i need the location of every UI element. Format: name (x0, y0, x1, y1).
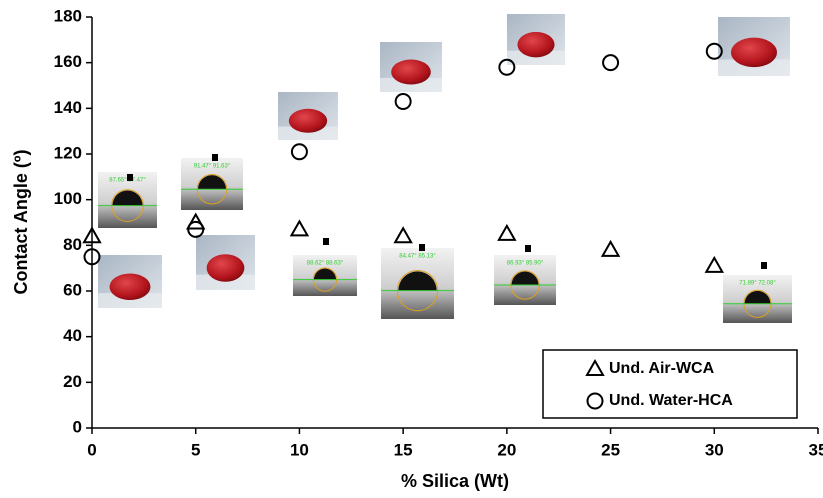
chart: 87.65° 97.47°91.47° 91.63°88.62° 88.63°8… (0, 0, 823, 493)
triangle-marker (499, 226, 515, 240)
y-tick-label: 0 (73, 417, 82, 436)
inset-marker (323, 238, 329, 245)
inset-drop (207, 254, 245, 282)
inset-drop (731, 38, 777, 68)
y-tick-label: 100 (54, 189, 82, 208)
x-tick-label: 10 (290, 440, 309, 459)
circle-marker (499, 60, 514, 75)
y-axis-title: Contact Angle (º) (11, 150, 31, 295)
inset-drop (289, 109, 327, 133)
inset-marker (419, 244, 425, 251)
inset-drop (110, 274, 151, 301)
insets: 87.65° 97.47°91.47° 91.63°88.62° 88.63°8… (98, 14, 792, 323)
inset-angle: 88.62° 88.63° (307, 261, 344, 267)
x-tick-label: 0 (87, 440, 96, 459)
triangle-marker (706, 258, 722, 272)
circle-marker (603, 55, 618, 70)
inset-angle: 71.89° 72.08° (739, 281, 776, 287)
inset-marker (761, 262, 767, 269)
legend-label: Und. Water-HCA (609, 392, 733, 409)
triangle-marker (291, 221, 307, 235)
y-tick-label: 140 (54, 98, 82, 117)
y-tick-label: 60 (63, 280, 82, 299)
triangle-marker (603, 242, 619, 256)
y-tick-label: 180 (54, 6, 82, 25)
x-tick-label: 30 (705, 440, 724, 459)
inset-drop (517, 32, 554, 58)
y-tick-label: 20 (63, 372, 82, 391)
circle-marker (292, 144, 307, 159)
inset-angle: 84.47° 85.13° (399, 254, 436, 260)
x-tick-label: 35 (809, 440, 823, 459)
x-tick-label: 25 (601, 440, 620, 459)
inset-marker (127, 174, 133, 181)
inset-angle: 86.93° 85.90° (507, 261, 544, 267)
y-tick-label: 80 (63, 235, 82, 254)
y-tick-label: 120 (54, 143, 82, 162)
inset-marker (525, 245, 531, 252)
legend-label: Und. Air-WCA (609, 360, 715, 377)
inset-marker (212, 154, 218, 161)
inset-drop (391, 60, 431, 85)
inset-angle: 91.47° 91.63° (194, 164, 231, 170)
y-tick-label: 160 (54, 52, 82, 71)
y-tick-label: 40 (63, 326, 82, 345)
triangle-marker (395, 228, 411, 242)
x-tick-label: 20 (497, 440, 516, 459)
x-axis-title: % Silica (Wt) (401, 471, 509, 491)
x-tick-label: 5 (191, 440, 200, 459)
circle-marker (396, 94, 411, 109)
x-tick-label: 15 (394, 440, 413, 459)
